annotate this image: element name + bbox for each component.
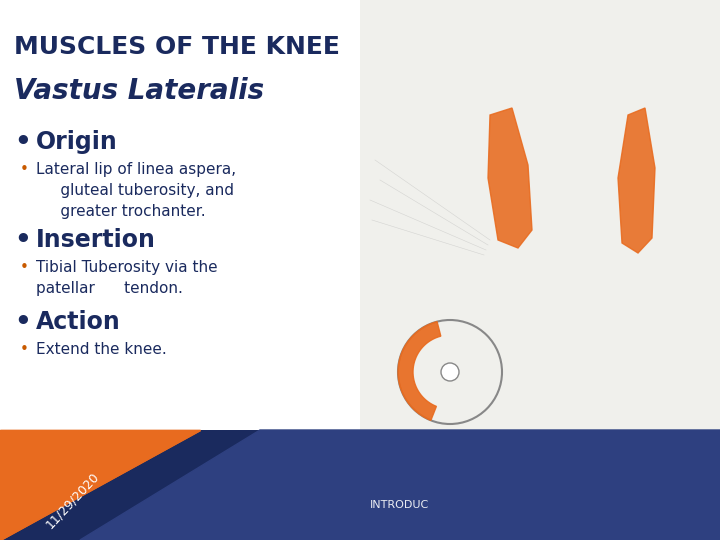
Bar	[360, 0, 720, 430]
Text: Lateral lip of linea aspera,
     gluteal tuberosity, and
     greater trochante: Lateral lip of linea aspera, gluteal tub…	[36, 162, 236, 219]
Text: Origin: Origin	[36, 130, 118, 154]
Polygon shape	[618, 108, 655, 253]
Circle shape	[441, 363, 459, 381]
Text: Vastus Lateralis: Vastus Lateralis	[14, 77, 264, 105]
Text: Insertion: Insertion	[36, 228, 156, 252]
Polygon shape	[0, 430, 200, 540]
Text: Action: Action	[36, 310, 121, 334]
Text: Extend the knee.: Extend the knee.	[36, 342, 167, 357]
Text: •: •	[20, 342, 29, 357]
Text: MUSCLES OF THE KNEE: MUSCLES OF THE KNEE	[14, 35, 340, 59]
Text: •: •	[14, 310, 31, 336]
Text: Tibial Tuberosity via the
patellar      tendon.: Tibial Tuberosity via the patellar tendo…	[36, 260, 217, 296]
Polygon shape	[80, 430, 720, 540]
Bar	[0, 430, 720, 540]
Text: •: •	[20, 162, 29, 177]
Text: •: •	[14, 130, 31, 156]
Text: •: •	[14, 228, 31, 254]
Text: 11/29/2020: 11/29/2020	[42, 469, 102, 531]
Text: •: •	[20, 260, 29, 275]
Polygon shape	[0, 430, 200, 540]
Polygon shape	[398, 322, 441, 420]
Text: INTRODUC: INTRODUC	[370, 500, 429, 510]
Polygon shape	[488, 108, 532, 248]
